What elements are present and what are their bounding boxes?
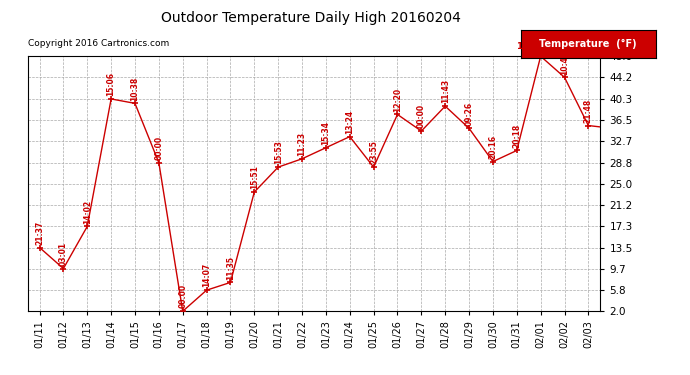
Text: 14:49: 14:49 — [536, 29, 545, 54]
Text: 21:37: 21:37 — [35, 220, 44, 245]
Text: 23:55: 23:55 — [369, 141, 378, 164]
Text: 00:11: 00:11 — [0, 374, 1, 375]
Text: 21:48: 21:48 — [584, 99, 593, 123]
Text: 09:26: 09:26 — [464, 101, 473, 126]
Text: 11:35: 11:35 — [226, 256, 235, 280]
Text: 03:01: 03:01 — [59, 242, 68, 266]
Text: 10:38: 10:38 — [130, 76, 139, 101]
Text: 00:00: 00:00 — [178, 284, 187, 309]
Text: Temperature  (°F): Temperature (°F) — [540, 39, 637, 49]
Text: Outdoor Temperature Daily High 20160204: Outdoor Temperature Daily High 20160204 — [161, 11, 460, 25]
Text: Copyright 2016 Cartronics.com: Copyright 2016 Cartronics.com — [28, 39, 169, 48]
Text: 15:53: 15:53 — [274, 141, 283, 164]
Text: 20:18: 20:18 — [512, 123, 521, 148]
Text: 11:43: 11:43 — [441, 79, 450, 104]
Text: 20:16: 20:16 — [489, 135, 497, 159]
Text: 13:24: 13:24 — [345, 110, 354, 134]
Text: 11:23: 11:23 — [297, 132, 306, 156]
Text: 15:51: 15:51 — [250, 165, 259, 189]
Text: 12:20: 12:20 — [393, 87, 402, 112]
Text: 10:46: 10:46 — [560, 50, 569, 75]
Text: 00:00: 00:00 — [155, 136, 164, 160]
Text: 14:02: 14:02 — [83, 200, 92, 223]
Text: 21:49: 21:49 — [0, 374, 1, 375]
Text: 15:06: 15:06 — [107, 72, 116, 96]
Text: 14:07: 14:07 — [202, 263, 211, 287]
Text: 00:00: 00:00 — [417, 104, 426, 128]
Text: 1: 1 — [516, 42, 522, 51]
Text: 15:34: 15:34 — [322, 121, 331, 145]
